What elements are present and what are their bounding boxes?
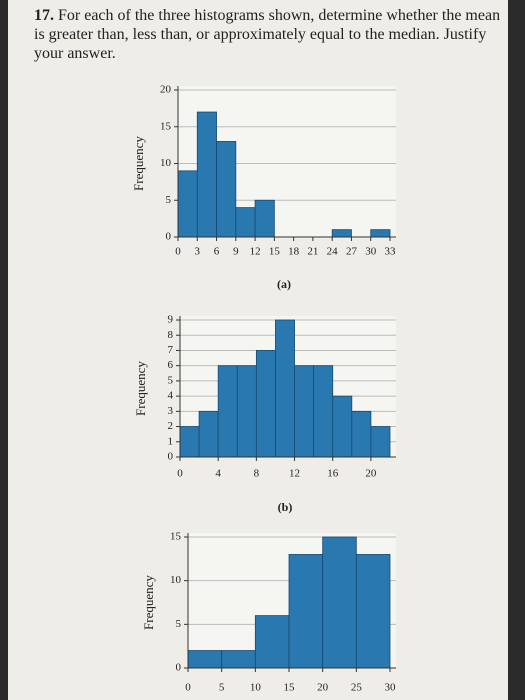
x-tick-label: 30 (385, 682, 397, 694)
bar (177, 170, 198, 238)
x-tick-label: 25 (351, 682, 363, 694)
caption: (a) (277, 277, 291, 291)
y-tick-label: 10 (170, 574, 182, 586)
y-axis-label: Frequency (133, 361, 148, 416)
bar (179, 426, 200, 458)
bar (288, 554, 324, 669)
bar (198, 410, 219, 458)
x-tick-label: 15 (269, 246, 281, 258)
bar (196, 111, 217, 238)
y-tick-label: 5 (166, 194, 172, 206)
x-tick-label: 33 (385, 246, 397, 258)
bar (275, 319, 295, 458)
bar (216, 141, 237, 238)
y-tick-label: 1 (168, 435, 174, 447)
x-tick-label: 12 (250, 246, 261, 258)
y-tick-label: 7 (168, 344, 174, 356)
bar (351, 410, 372, 458)
y-tick-label: 15 (160, 120, 172, 132)
x-tick-label: 3 (195, 246, 201, 258)
y-tick-label: 2 (168, 420, 174, 432)
bar (255, 350, 276, 458)
y-tick-label: 6 (168, 359, 174, 371)
bar (370, 426, 391, 458)
x-tick-label: 20 (317, 682, 329, 694)
x-tick-label: 9 (233, 246, 239, 258)
y-axis-label: Frequency (131, 136, 146, 191)
bar (370, 229, 391, 238)
bar (331, 229, 352, 238)
bar (254, 199, 275, 238)
bar (254, 615, 290, 669)
y-tick-label: 8 (168, 329, 174, 341)
bar (235, 207, 256, 238)
caption: (b) (278, 500, 293, 514)
y-tick-label: 5 (168, 374, 174, 386)
x-tick-label: 15 (284, 682, 296, 694)
x-tick-label: 12 (289, 468, 300, 480)
x-tick-label: 20 (365, 468, 377, 480)
y-axis-label: Frequency (141, 575, 156, 630)
bar (221, 650, 256, 669)
y-tick-label: 0 (166, 231, 172, 243)
y-tick-label: 3 (168, 405, 174, 417)
x-tick-label: 0 (177, 468, 183, 480)
x-tick-label: 21 (307, 246, 318, 258)
question-number: 17. (34, 7, 54, 24)
x-tick-label: 5 (219, 682, 225, 694)
bar (217, 365, 238, 458)
y-tick-label: 0 (176, 662, 182, 674)
x-tick-label: 6 (214, 246, 220, 258)
x-tick-label: 0 (175, 246, 181, 258)
bar (187, 650, 223, 669)
x-tick-label: 10 (250, 682, 262, 694)
y-tick-label: 9 (168, 314, 174, 326)
bar (313, 365, 334, 458)
bar (355, 554, 391, 669)
bar (236, 365, 257, 458)
bar (322, 536, 357, 669)
x-tick-label: 27 (346, 246, 358, 258)
x-tick-label: 24 (327, 246, 339, 258)
x-tick-label: 18 (288, 246, 300, 258)
x-tick-label: 8 (254, 468, 260, 480)
y-tick-label: 10 (160, 157, 172, 169)
y-tick-label: 15 (170, 531, 182, 543)
y-tick-label: 0 (168, 451, 174, 463)
y-tick-label: 4 (168, 390, 174, 402)
question: 17. For each of the three histograms show… (34, 6, 504, 63)
question-text: For each of the three histograms shown, … (34, 7, 501, 62)
x-tick-label: 4 (215, 468, 221, 480)
x-tick-label: 16 (327, 468, 339, 480)
bar (332, 395, 353, 458)
x-tick-label: 30 (365, 246, 377, 258)
x-tick-label: 0 (185, 682, 191, 694)
bar (294, 365, 315, 458)
y-tick-label: 20 (160, 84, 172, 96)
y-tick-label: 5 (176, 618, 182, 630)
